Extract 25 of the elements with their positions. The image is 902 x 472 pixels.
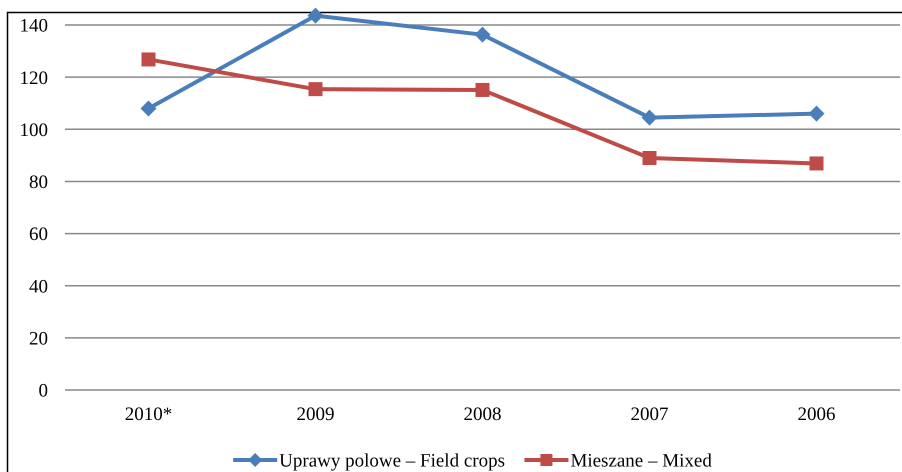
y-tick-label: 120 — [20, 68, 48, 89]
x-tick-label: 2007 — [630, 404, 668, 425]
x-tick-label: 2010* — [124, 404, 172, 425]
point — [142, 52, 156, 66]
point — [808, 106, 824, 122]
x-tick-label: 2008 — [464, 404, 502, 425]
point — [308, 8, 324, 24]
y-tick-label: 0 — [38, 380, 48, 402]
point — [810, 156, 824, 170]
y-tick-label: 20 — [29, 328, 48, 350]
x-tick-label: 2006 — [798, 404, 836, 425]
y-tick-label: 80 — [29, 172, 48, 194]
point — [308, 82, 322, 96]
point — [474, 26, 490, 43]
point — [140, 100, 156, 116]
y-tick-label: 40 — [29, 276, 48, 298]
point — [642, 110, 658, 126]
legend-label: Uprawy polowe – Field crops — [279, 450, 506, 472]
x-tick-label: 2009 — [296, 404, 334, 425]
point — [642, 150, 656, 165]
y-tick-label: 140 — [20, 16, 48, 37]
y-tick-label: 100 — [20, 120, 48, 141]
legend-label: Mieszane – Mixed — [570, 450, 712, 472]
y-tick-label: 60 — [29, 224, 48, 246]
point — [476, 82, 490, 97]
